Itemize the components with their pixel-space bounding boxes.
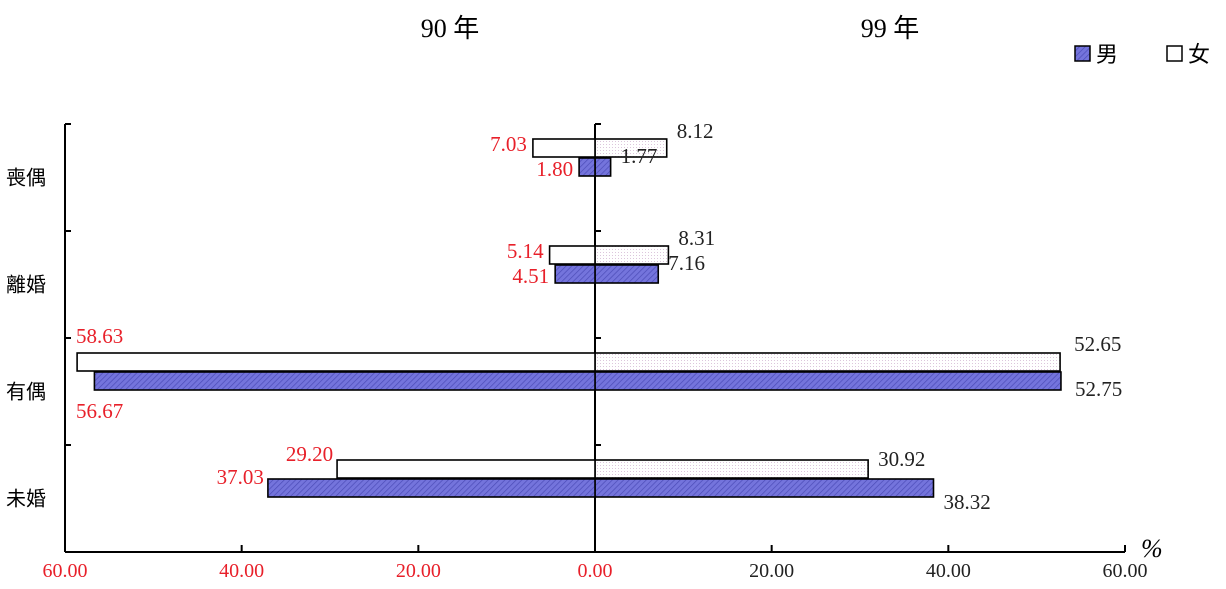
value-90-male-cat0: 37.03 xyxy=(217,465,264,489)
bar-99-male-cat2 xyxy=(594,264,660,284)
bar-90-male-cat2 xyxy=(554,264,596,284)
bar-99-female-cat2 xyxy=(594,245,670,265)
legend: 男 女 xyxy=(1074,43,1210,68)
x-tick-label-6: 60.00 xyxy=(1103,560,1148,582)
bar-90-female-cat1 xyxy=(76,352,596,372)
bar-99-male-cat0 xyxy=(594,478,935,498)
value-99-male-cat2: 7.16 xyxy=(668,251,705,275)
x-tick-label-3: 0.00 xyxy=(578,560,613,582)
legend-swatch-male xyxy=(1074,45,1091,62)
value-90-male-cat1: 56.67 xyxy=(76,399,123,423)
x-tick-label-4: 20.00 xyxy=(749,560,794,582)
value-99-male-cat3: 1.77 xyxy=(621,144,658,168)
bar-90-male-cat3 xyxy=(578,157,596,177)
bar-90-female-cat2 xyxy=(548,245,596,265)
value-90-female-cat3: 7.03 xyxy=(490,132,527,156)
category-label-cat1: 有偶 xyxy=(6,380,46,404)
unit-label: % xyxy=(1141,534,1163,563)
category-label-cat0: 未婚 xyxy=(6,487,46,511)
x-tick-label-1: 40.00 xyxy=(219,560,264,582)
panel-title-90: 90 年 xyxy=(421,14,480,43)
bar-99-female-cat1 xyxy=(594,352,1061,372)
bar-99-male-cat1 xyxy=(594,371,1062,391)
x-tick-label-2: 20.00 xyxy=(396,560,441,582)
value-99-male-cat1: 52.75 xyxy=(1075,377,1122,401)
bar-99-female-cat0 xyxy=(594,459,869,479)
category-label-cat2: 離婚 xyxy=(6,273,46,297)
value-90-male-cat3: 1.80 xyxy=(536,157,573,181)
value-90-female-cat2: 5.14 xyxy=(507,239,544,263)
value-99-male-cat0: 38.32 xyxy=(943,490,990,514)
bar-99-male-cat3 xyxy=(594,157,612,177)
value-99-female-cat2: 8.31 xyxy=(678,226,715,250)
x-tick-label-5: 40.00 xyxy=(926,560,971,582)
plot-area: 60.00 40.00 20.00 0.00 20.00 40.00 60.00 未婚 有偶 離婚… xyxy=(6,119,1148,582)
x-tick-label-0: 60.00 xyxy=(43,560,88,582)
panel-title-99: 99 年 xyxy=(861,14,920,43)
value-99-female-cat0: 30.92 xyxy=(878,447,925,471)
category-label-cat3: 喪偶 xyxy=(6,166,46,190)
value-90-male-cat2: 4.51 xyxy=(512,264,549,288)
legend-swatch-female xyxy=(1166,45,1183,62)
bar-90-male-cat0 xyxy=(267,478,596,498)
legend-label-female: 女 xyxy=(1188,43,1210,68)
value-99-female-cat1: 52.65 xyxy=(1074,332,1121,356)
bar-90-female-cat0 xyxy=(336,459,596,479)
bar-90-male-cat1 xyxy=(93,371,596,391)
bar-90-female-cat3 xyxy=(532,138,596,158)
value-90-female-cat1: 58.63 xyxy=(76,324,123,348)
value-99-female-cat3: 8.12 xyxy=(677,119,714,143)
value-90-female-cat0: 29.20 xyxy=(286,442,333,466)
legend-label-male: 男 xyxy=(1096,43,1118,68)
